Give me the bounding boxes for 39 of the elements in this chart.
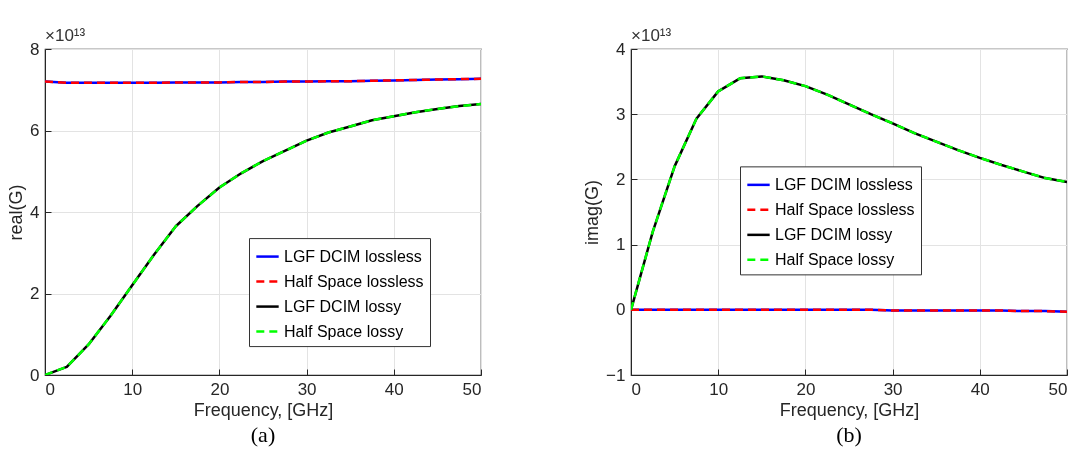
x-axis-title: Frequency, [GHz]: [193, 399, 334, 420]
y-axis-title: imag(G): [582, 179, 603, 246]
text: ×10¹³: [631, 26, 672, 45]
x-tick-label: 50: [462, 379, 482, 399]
text: (b): [836, 422, 862, 447]
y-tick-label: 4: [30, 202, 40, 222]
y-axis-title: real(G): [6, 184, 27, 241]
x-axis-title: Frequency, [GHz]: [779, 399, 920, 420]
x-tick-label: 30: [297, 379, 317, 399]
x-tick-label: 50: [1048, 379, 1068, 399]
legend-label: Half Space lossy: [284, 322, 404, 340]
legend-label: Half Space lossless: [284, 272, 424, 290]
x-tick-label: 10: [709, 379, 729, 399]
y-tick-label: −1: [606, 365, 626, 385]
legend-label: LGF DCIM lossy: [775, 225, 893, 243]
y-tick-label: 0: [30, 365, 40, 385]
x-tick-label: 20: [210, 379, 230, 399]
y-tick-label: 2: [30, 284, 40, 303]
legend-label: LGF DCIM lossless: [284, 247, 422, 265]
y-tick-label: 6: [30, 121, 40, 140]
legend-label: Half Space lossless: [775, 200, 915, 218]
y-tick-label: 3: [616, 104, 626, 124]
x-tick-label: 30: [883, 379, 903, 399]
x-tick-label: 0: [631, 379, 641, 399]
y-tick-label: 4: [616, 39, 626, 59]
y-tick-label: 0: [616, 300, 626, 320]
x-tick-label: 40: [384, 379, 404, 399]
legend-label: Half Space lossy: [775, 250, 895, 268]
legend-label: LGF DCIM lossy: [284, 297, 402, 315]
text: (a): [250, 422, 276, 447]
x-tick-label: 0: [45, 379, 55, 399]
legend-label: LGF DCIM lossless: [775, 175, 913, 193]
y-tick-label: 2: [616, 169, 626, 189]
y-tick-label: 8: [30, 39, 40, 59]
y-tick-label: 1: [616, 235, 626, 255]
text: ×10¹³: [45, 26, 86, 45]
x-tick-label: 20: [796, 379, 816, 399]
x-tick-label: 40: [970, 379, 990, 399]
x-tick-label: 10: [123, 379, 143, 399]
